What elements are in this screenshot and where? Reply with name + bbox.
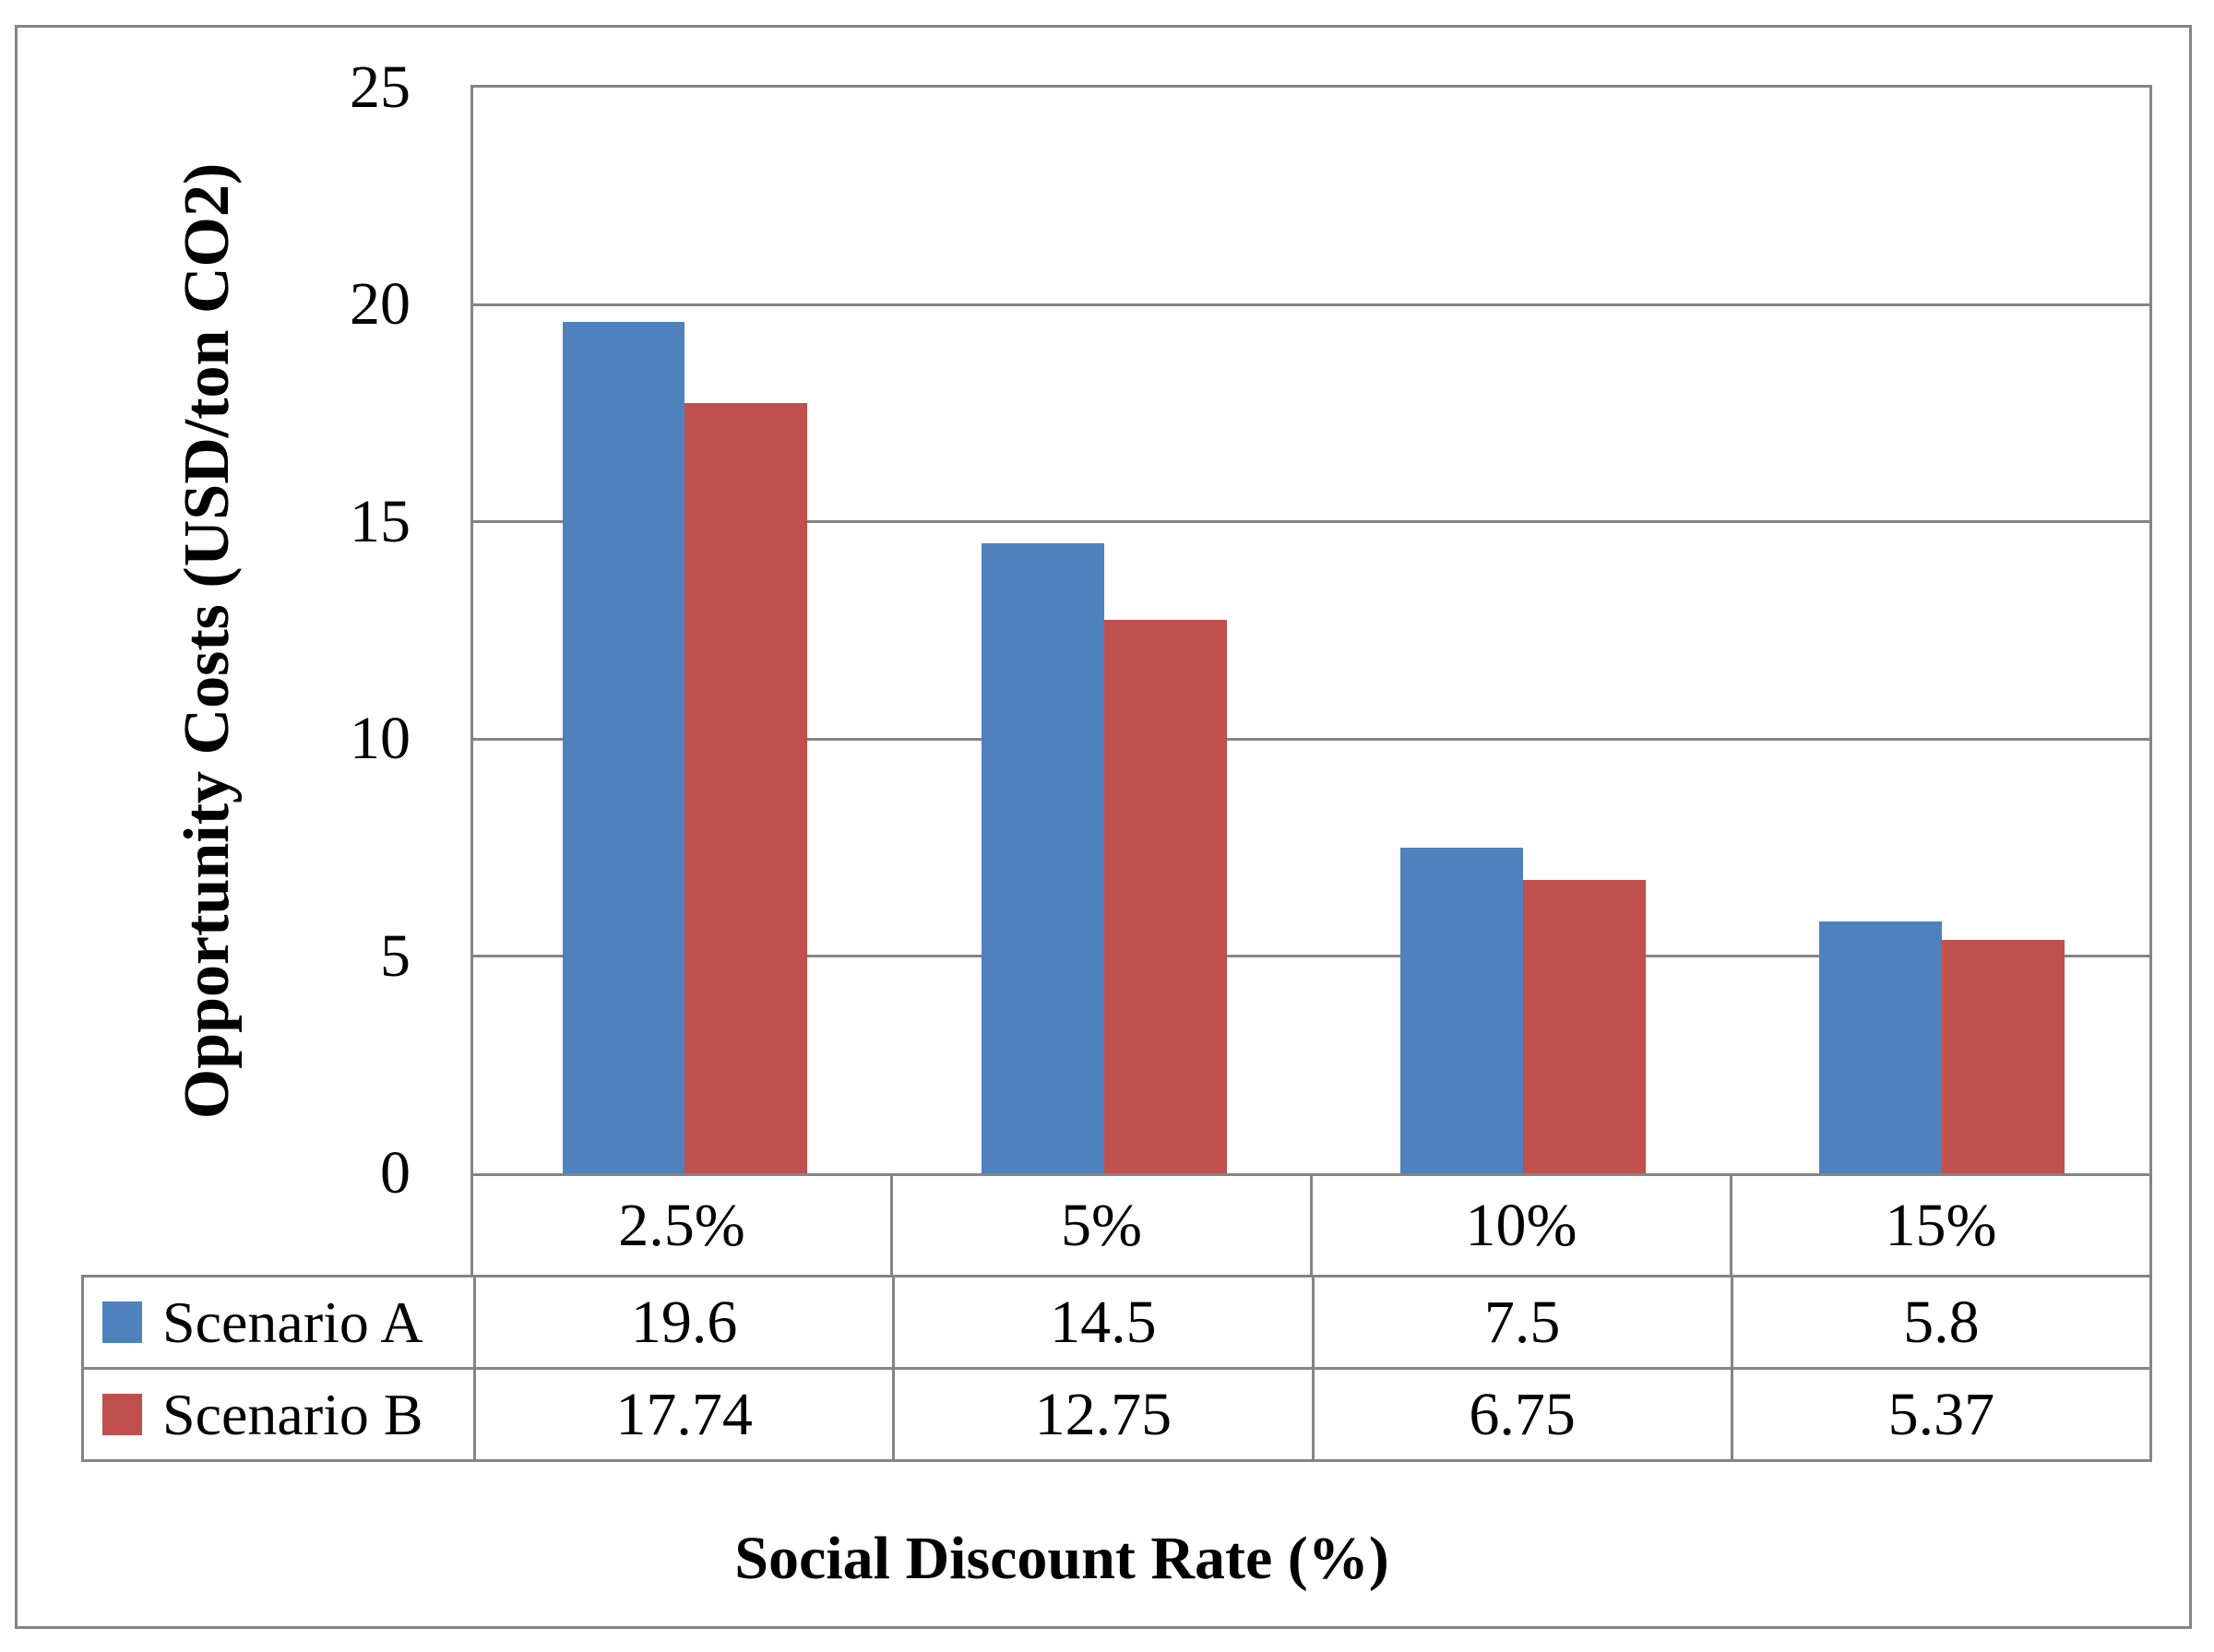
category-label-5%: 5%: [890, 1176, 1310, 1275]
value-cell-scenario-b-2.5%: 17.74: [473, 1370, 892, 1459]
table-row-scenario-a: Scenario A 19.6 14.5 7.5 5.8: [81, 1275, 2152, 1370]
y-tick-label-25: 25: [350, 53, 411, 121]
y-tick-label-20: 20: [350, 270, 411, 339]
legend-label: Scenario A: [162, 1290, 423, 1355]
bar-scenario-a-2.5%: [562, 322, 685, 1173]
value-cell-scenario-a-5%: 14.5: [892, 1278, 1311, 1367]
bar-scenario-b-15%: [1942, 940, 2065, 1173]
legend-swatch-scenario-a: [102, 1301, 142, 1343]
gridline-20: [473, 303, 2149, 306]
y-axis-title: Opportunity Costs (USD/ton CO2): [172, 162, 243, 1120]
value-cell-scenario-a-10%: 7.5: [1311, 1278, 1731, 1367]
table-row-scenario-b: Scenario B 17.74 12.75 6.75 5.37: [81, 1367, 2152, 1462]
value-cell-scenario-b-10%: 6.75: [1311, 1370, 1731, 1459]
bar-scenario-b-2.5%: [684, 402, 808, 1173]
value-cell-scenario-a-2.5%: 19.6: [473, 1278, 892, 1367]
bar-scenario-b-10%: [1522, 880, 1646, 1173]
bar-scenario-a-10%: [1400, 847, 1523, 1173]
y-tick-label-0: 0: [380, 1139, 411, 1206]
gridline-5: [473, 955, 2149, 958]
y-tick-label-15: 15: [350, 487, 411, 555]
gridline-10: [473, 737, 2149, 741]
x-axis-title: Social Discount Rate (%): [734, 1525, 1389, 1592]
legend-key-scenario-a: Scenario A: [84, 1278, 473, 1367]
category-label-15%: 15%: [1730, 1176, 2149, 1275]
bar-scenario-a-15%: [1819, 921, 1943, 1173]
category-label-2.5%: 2.5%: [618, 1192, 745, 1259]
legend-key-scenario-b: Scenario B: [84, 1370, 473, 1459]
bar-scenario-b-5%: [1103, 619, 1227, 1173]
x-axis-category-row: 2.5% 5% 10% 15%: [470, 1173, 2152, 1278]
bar-scenario-a-5%: [981, 543, 1104, 1173]
y-tick-label-5: 5: [380, 921, 411, 990]
legend-label: Scenario B: [162, 1382, 423, 1447]
legend-swatch-scenario-b: [102, 1394, 142, 1435]
gridline-15: [473, 520, 2149, 524]
value-cell-scenario-b-15%: 5.37: [1730, 1370, 2149, 1459]
plot-area: [470, 85, 2152, 1176]
y-tick-label-10: 10: [350, 705, 411, 773]
value-cell-scenario-a-15%: 5.8: [1730, 1278, 2149, 1367]
value-cell-scenario-b-5%: 12.75: [892, 1370, 1311, 1459]
category-label-10%: 10%: [1310, 1176, 1730, 1275]
